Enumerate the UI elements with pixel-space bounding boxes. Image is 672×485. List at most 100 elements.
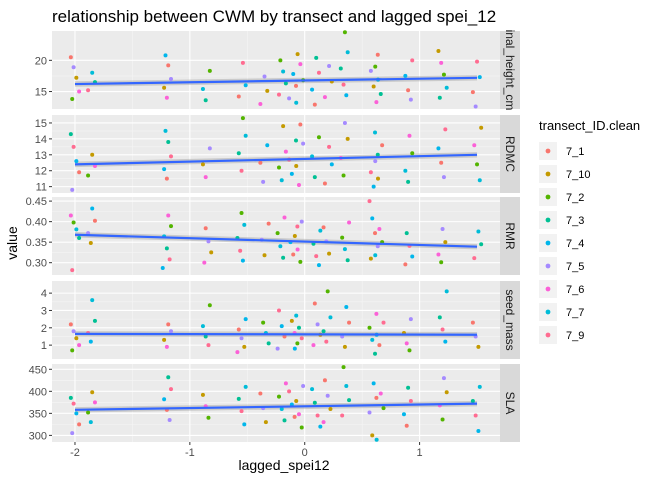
data-point	[275, 231, 280, 236]
data-point	[294, 313, 299, 318]
data-point	[406, 179, 411, 184]
data-point	[322, 95, 327, 100]
facet-strip-label: RDMC	[503, 136, 517, 172]
data-point	[166, 140, 171, 145]
data-point	[294, 100, 299, 105]
data-point	[299, 219, 304, 224]
data-point	[473, 104, 478, 109]
data-point	[371, 381, 376, 386]
data-point	[90, 206, 95, 211]
data-point	[86, 410, 91, 415]
facet-strip-label: inal_height_cm	[503, 30, 517, 111]
data-point	[318, 424, 323, 429]
data-point	[314, 55, 319, 60]
data-point	[347, 320, 352, 325]
fit-line	[74, 153, 478, 166]
data-point	[294, 163, 299, 168]
data-point	[479, 242, 484, 247]
data-point	[403, 168, 408, 173]
data-point	[203, 226, 208, 231]
data-point	[373, 253, 378, 258]
facet-strip-label: RMR	[503, 222, 517, 250]
data-point	[262, 74, 267, 79]
data-point	[310, 154, 315, 159]
data-point	[90, 70, 95, 75]
data-point	[162, 85, 167, 90]
data-point	[296, 183, 301, 188]
data-point	[367, 325, 372, 330]
data-point	[314, 254, 319, 259]
data-point	[164, 344, 169, 349]
data-point	[407, 133, 412, 138]
facet-strip-label: SLA	[503, 392, 517, 415]
legend-label: 7_4	[566, 238, 584, 250]
data-point	[68, 322, 73, 327]
data-point	[265, 143, 270, 148]
data-point	[239, 168, 244, 173]
chart-title: relationship between CWM by transect and…	[52, 7, 496, 26]
data-point	[166, 322, 171, 327]
data-point	[162, 397, 167, 402]
data-point	[473, 413, 478, 418]
data-point	[70, 187, 75, 192]
data-point	[71, 220, 76, 225]
data-point	[347, 398, 352, 403]
data-point	[371, 84, 376, 89]
fit-line	[74, 76, 478, 86]
data-point	[476, 229, 481, 234]
data-point	[86, 173, 91, 178]
x-axis: -2 -1 0 1	[70, 442, 423, 459]
data-point	[292, 346, 297, 351]
legend-swatch	[545, 286, 551, 292]
data-point	[279, 178, 284, 183]
data-point	[479, 125, 484, 130]
legend-label: 7_5	[566, 261, 584, 273]
data-point	[163, 128, 168, 133]
data-point	[367, 199, 372, 204]
data-point	[477, 75, 482, 80]
data-point	[295, 247, 300, 252]
data-point	[345, 258, 350, 263]
data-point	[407, 348, 412, 353]
data-point	[298, 122, 303, 127]
data-point	[374, 100, 379, 105]
data-point	[440, 417, 445, 422]
data-point	[403, 73, 408, 78]
data-point	[347, 220, 352, 225]
data-point	[203, 334, 208, 339]
data-point	[324, 339, 329, 344]
data-point	[475, 162, 480, 167]
data-point	[236, 396, 241, 401]
data-point	[70, 97, 75, 102]
data-point	[373, 64, 378, 69]
data-point	[242, 422, 247, 427]
data-point	[243, 317, 248, 322]
data-point	[206, 239, 211, 244]
data-point	[301, 384, 306, 389]
data-point	[322, 181, 327, 186]
data-point	[262, 253, 267, 258]
data-point	[381, 406, 386, 411]
data-point	[70, 431, 75, 436]
data-point	[276, 308, 281, 313]
legend-swatch	[545, 332, 551, 338]
data-point	[298, 62, 303, 67]
data-point	[375, 244, 380, 249]
data-point	[370, 433, 375, 438]
facet-strip	[500, 31, 520, 109]
data-point	[378, 92, 383, 97]
data-point	[328, 315, 333, 320]
data-point	[71, 65, 76, 70]
data-point	[437, 95, 442, 100]
data-point	[406, 385, 411, 390]
data-point	[440, 327, 445, 332]
data-point	[299, 336, 304, 341]
data-point	[439, 260, 444, 265]
data-point	[410, 254, 415, 259]
data-point	[164, 176, 169, 181]
data-point	[167, 257, 172, 262]
data-point	[77, 343, 82, 348]
data-point	[243, 83, 248, 88]
facet-strip	[500, 197, 520, 275]
data-point	[410, 151, 415, 156]
